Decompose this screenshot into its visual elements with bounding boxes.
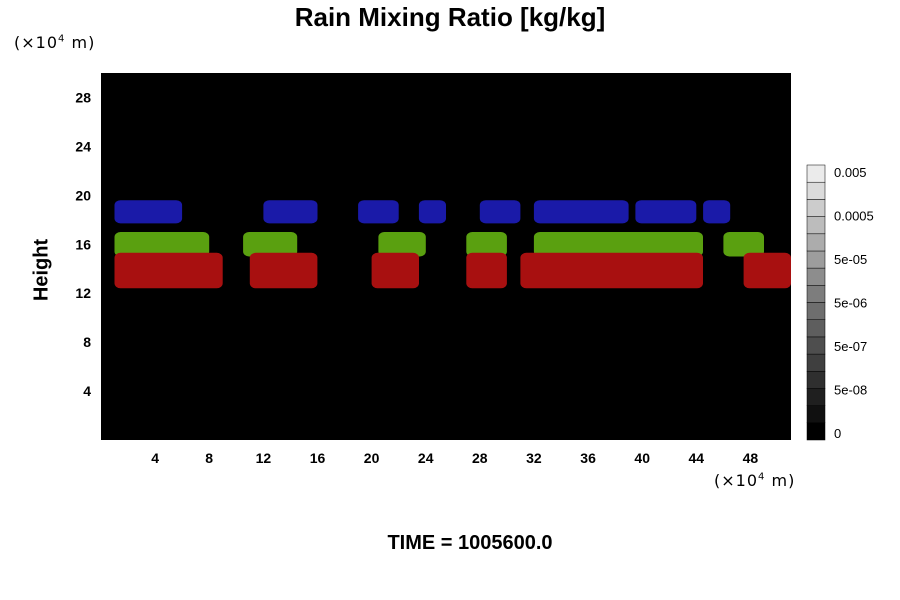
rain-band-2-5 [743, 252, 791, 289]
y-unit-suffix: m) [65, 33, 96, 52]
y-tick-label: 28 [75, 90, 91, 106]
x-unit-prefix: (×10 [714, 471, 759, 490]
rain-band-0-2 [358, 200, 399, 224]
colorbar-label: 0.0005 [834, 209, 874, 224]
colorbar-cell [806, 422, 826, 441]
rain-band-0-1 [263, 200, 318, 224]
y-tick-label: 20 [75, 187, 91, 203]
rain-band-2-1 [249, 252, 318, 289]
rain-band-2-3 [466, 252, 507, 289]
x-tick-label: 16 [310, 450, 326, 466]
y-axis-unit: (×104 m) [14, 33, 95, 52]
colorbar-cell [806, 302, 826, 320]
colorbar: 0 5e-08 5e-07 5e-06 5e-05 0.0005 0.005 [806, 164, 874, 441]
rain-band-1-1 [243, 232, 298, 257]
colorbar-cell [806, 388, 826, 406]
rain-band-0-4 [479, 200, 521, 224]
x-unit-suffix: m) [765, 471, 796, 490]
x-tick-labels: 4 8 12 16 20 24 28 32 36 40 44 48 [151, 450, 758, 466]
y-unit-prefix: (×10 [14, 33, 59, 52]
colorbar-cell [806, 285, 826, 303]
x-tick-label: 36 [580, 450, 596, 466]
x-tick-label: 28 [472, 450, 488, 466]
x-axis-unit: (×104 m) [714, 471, 795, 490]
rain-band-2-4 [520, 252, 703, 289]
colorbar-cell [806, 216, 826, 235]
colorbar-label: 5e-08 [834, 383, 867, 398]
x-tick-label: 4 [151, 450, 159, 466]
rain-band-1-5 [723, 232, 764, 257]
rain-band-2-2 [371, 252, 419, 289]
rain-band-0-3 [418, 200, 446, 224]
rain-band-0-0 [114, 200, 183, 224]
rain-bands [114, 200, 791, 289]
colorbar-cell [806, 371, 826, 389]
x-tick-label: 24 [418, 450, 434, 466]
x-tick-label: 40 [634, 450, 650, 466]
colorbar-label: 5e-05 [834, 252, 867, 267]
rain-band-0-7 [703, 200, 731, 224]
y-tick-label: 8 [83, 334, 91, 350]
colorbar-cell [806, 233, 826, 252]
x-tick-label: 32 [526, 450, 542, 466]
colorbar-label: 5e-06 [834, 296, 867, 311]
colorbar-label: 0 [834, 426, 841, 441]
rain-band-1-0 [114, 232, 210, 257]
rain-band-1-4 [533, 232, 703, 257]
y-tick-label: 24 [75, 138, 91, 154]
x-tick-label: 12 [256, 450, 272, 466]
colorbar-cell [806, 336, 826, 355]
colorbar-label: 5e-07 [834, 339, 867, 354]
y-tick-label: 4 [83, 383, 91, 399]
y-tick-label: 16 [75, 236, 91, 252]
y-tick-labels: 4 8 12 16 20 24 28 [75, 90, 91, 400]
x-unit-exponent: 4 [758, 471, 766, 483]
colorbar-cell [806, 164, 826, 183]
colorbar-cell [806, 267, 826, 286]
rain-band-1-2 [378, 232, 426, 257]
colorbar-cell [806, 199, 826, 217]
time-label: TIME = 1005600.0 [387, 532, 553, 554]
rain-band-0-6 [635, 200, 697, 224]
x-tick-label: 48 [743, 450, 759, 466]
x-tick-label: 8 [205, 450, 213, 466]
colorbar-cell [806, 319, 826, 338]
rain-band-0-5 [533, 200, 629, 224]
colorbar-cell [806, 353, 826, 372]
chart-title: Rain Mixing Ratio [kg/kg] [294, 2, 606, 32]
y-tick-label: 12 [75, 285, 91, 301]
y-unit-exponent: 4 [58, 33, 66, 45]
colorbar-cell [806, 405, 826, 424]
x-tick-label: 44 [689, 450, 705, 466]
rain-band-2-0 [114, 252, 223, 289]
colorbar-cell [806, 250, 826, 269]
x-tick-label: 20 [364, 450, 380, 466]
rain-band-1-3 [466, 232, 507, 257]
colorbar-cell [806, 181, 826, 200]
colorbar-label: 0.005 [834, 165, 867, 180]
